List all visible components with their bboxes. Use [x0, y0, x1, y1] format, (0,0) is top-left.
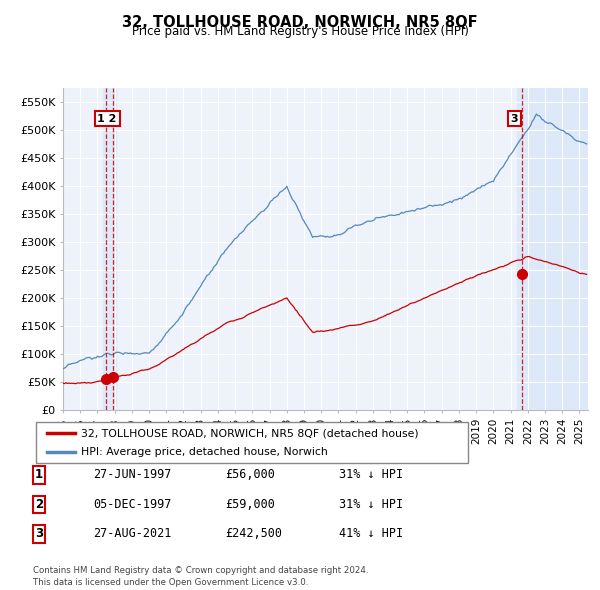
Text: 27-JUN-1997: 27-JUN-1997 [93, 468, 172, 481]
Text: HPI: Average price, detached house, Norwich: HPI: Average price, detached house, Norw… [82, 447, 328, 457]
Text: £56,000: £56,000 [225, 468, 275, 481]
Text: Contains HM Land Registry data © Crown copyright and database right 2024.
This d: Contains HM Land Registry data © Crown c… [33, 566, 368, 587]
Text: 27-AUG-2021: 27-AUG-2021 [93, 527, 172, 540]
Text: 31% ↓ HPI: 31% ↓ HPI [339, 498, 403, 511]
Text: 2: 2 [35, 498, 43, 511]
Text: 32, TOLLHOUSE ROAD, NORWICH, NR5 8QF (detached house): 32, TOLLHOUSE ROAD, NORWICH, NR5 8QF (de… [82, 428, 419, 438]
Text: 3: 3 [35, 527, 43, 540]
Bar [103, 88, 116, 410]
Text: 3: 3 [511, 114, 518, 124]
Text: £242,500: £242,500 [225, 527, 282, 540]
Text: Price paid vs. HM Land Registry's House Price Index (HPI): Price paid vs. HM Land Registry's House … [131, 25, 469, 38]
Text: 05-DEC-1997: 05-DEC-1997 [93, 498, 172, 511]
Text: 32, TOLLHOUSE ROAD, NORWICH, NR5 8QF: 32, TOLLHOUSE ROAD, NORWICH, NR5 8QF [122, 15, 478, 30]
Text: £59,000: £59,000 [225, 498, 275, 511]
Text: 1 2: 1 2 [97, 114, 117, 124]
Text: 41% ↓ HPI: 41% ↓ HPI [339, 527, 403, 540]
Text: 31% ↓ HPI: 31% ↓ HPI [339, 468, 403, 481]
Bar [517, 88, 588, 410]
Text: 1: 1 [35, 468, 43, 481]
